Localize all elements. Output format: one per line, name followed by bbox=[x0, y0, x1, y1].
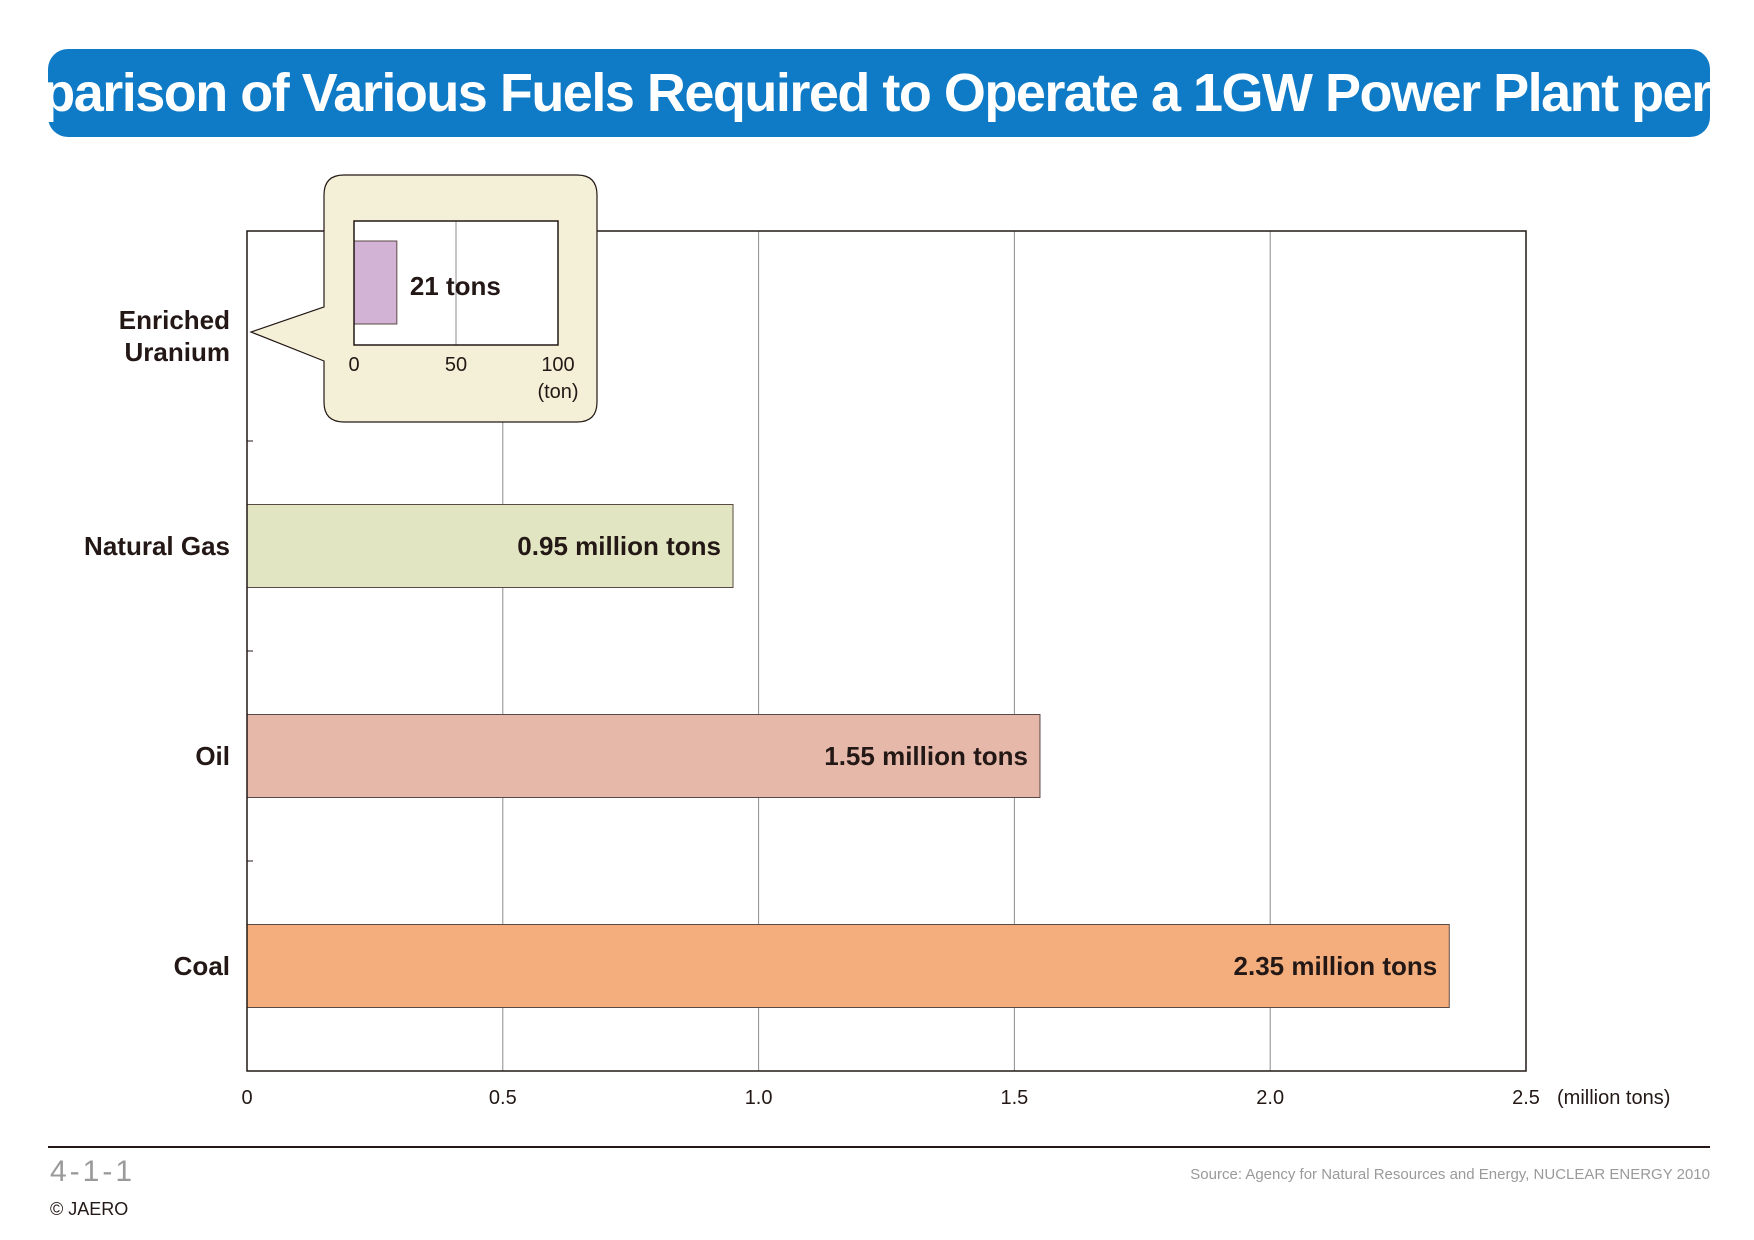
chart-title: Comparison of Various Fuels Required to … bbox=[0, 63, 1754, 123]
bar-data-label: 0.95 million tons bbox=[517, 531, 721, 561]
x-tick-label: 0 bbox=[241, 1087, 252, 1109]
inset-data-label: 21 tons bbox=[410, 271, 501, 301]
x-tick-label: 2.0 bbox=[1256, 1087, 1284, 1109]
x-tick-label: 1.0 bbox=[745, 1087, 773, 1109]
inset-bar bbox=[353, 240, 398, 325]
bar bbox=[246, 714, 1041, 798]
category-label: Natural Gas bbox=[84, 531, 230, 561]
bar bbox=[246, 924, 1450, 1008]
source-note: Source: Agency for Natural Resources and… bbox=[1190, 1166, 1710, 1183]
bar bbox=[246, 504, 734, 588]
inset-tick-label: 50 bbox=[445, 354, 467, 376]
footer-divider bbox=[48, 1146, 1710, 1148]
bar-data-label: 2.35 million tons bbox=[1234, 951, 1438, 981]
category-label: Enriched bbox=[119, 305, 230, 335]
copyright-notice: © JAERO bbox=[50, 1199, 129, 1219]
category-label: Uranium bbox=[125, 337, 230, 367]
plot-frame bbox=[246, 230, 1527, 1072]
inset-tick-label: 0 bbox=[348, 354, 359, 376]
x-tick-label: 0.5 bbox=[489, 1087, 517, 1109]
title-banner: Comparison of Various Fuels Required to … bbox=[0, 49, 1754, 137]
inset-frame bbox=[353, 220, 559, 346]
category-label: Coal bbox=[174, 951, 230, 981]
x-tick-label: 2.5 bbox=[1512, 1087, 1540, 1109]
x-axis-unit: (million tons) bbox=[1557, 1087, 1670, 1109]
figure-number: 4-1-1 bbox=[50, 1155, 136, 1188]
inset-axis-unit: (ton) bbox=[537, 381, 578, 403]
inset-tick-label: 100 bbox=[541, 354, 574, 376]
x-tick-label: 1.5 bbox=[1000, 1087, 1028, 1109]
category-label: Oil bbox=[195, 741, 230, 771]
bar-data-label: 1.55 million tons bbox=[824, 741, 1028, 771]
